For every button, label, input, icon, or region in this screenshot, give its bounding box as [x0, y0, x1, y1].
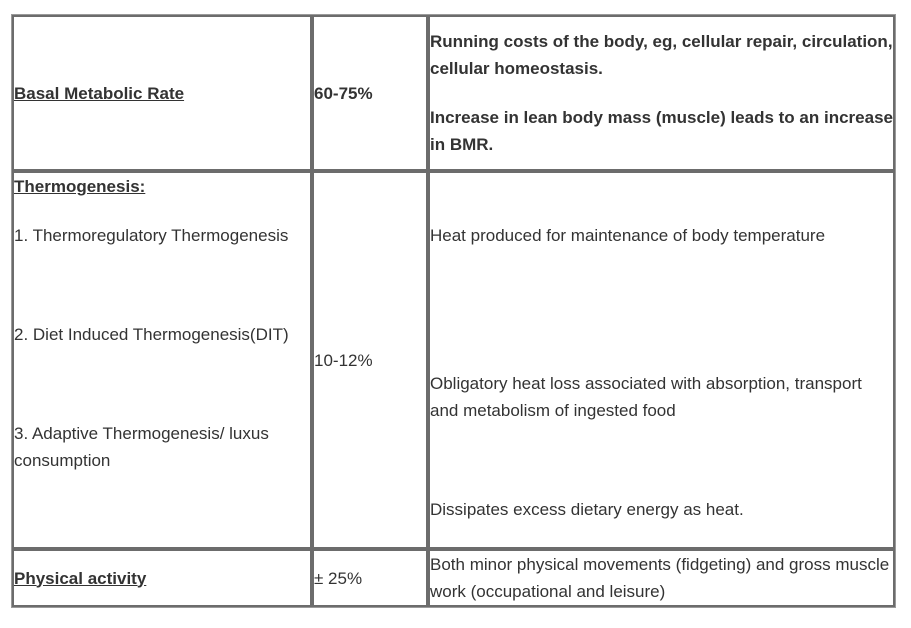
description-text: Running costs of the body, eg, cellular …	[430, 32, 893, 78]
subitem-text: 1. Thermoregulatory Thermogenesis	[14, 226, 289, 245]
description-text: Heat produced for maintenance of body te…	[430, 226, 826, 245]
description-text: Increase in lean body mass (muscle) lead…	[430, 108, 893, 154]
table-row: Basal Metabolic Rate 60-75% Running cost…	[12, 15, 895, 171]
description-cell: Both minor physical movements (fidgeting…	[428, 549, 895, 607]
energy-expenditure-table: Basal Metabolic Rate 60-75% Running cost…	[11, 14, 896, 608]
percent-value: 60-75%	[314, 83, 373, 103]
component-label: Physical activity	[14, 568, 147, 588]
subitem-text: 3. Adaptive Thermogenesis/ luxus consump…	[14, 424, 269, 470]
table-row: Thermogenesis: 1. Thermoregulatory Therm…	[12, 171, 895, 549]
description-cell: Heat produced for maintenance of body te…	[428, 171, 895, 549]
description-text: Obligatory heat loss associated with abs…	[430, 374, 862, 420]
table-row: Physical activity ± 25% Both minor physi…	[12, 549, 895, 607]
description-cell: Running costs of the body, eg, cellular …	[428, 15, 895, 171]
description-text: Both minor physical movements (fidgeting…	[430, 555, 890, 601]
description-text: Dissipates excess dietary energy as heat…	[430, 500, 744, 519]
percent-cell: ± 25%	[312, 549, 428, 607]
percent-value: ± 25%	[314, 568, 363, 588]
component-label: Basal Metabolic Rate	[14, 83, 185, 103]
percent-cell: 60-75%	[312, 15, 428, 171]
subitem-text: 2. Diet Induced Thermogenesis(DIT)	[14, 325, 289, 344]
component-label: Thermogenesis:	[14, 177, 146, 196]
component-cell: Basal Metabolic Rate	[12, 15, 312, 171]
percent-value: 10-12%	[314, 350, 373, 370]
component-cell: Thermogenesis: 1. Thermoregulatory Therm…	[12, 171, 312, 549]
component-cell: Physical activity	[12, 549, 312, 607]
percent-cell: 10-12%	[312, 171, 428, 549]
